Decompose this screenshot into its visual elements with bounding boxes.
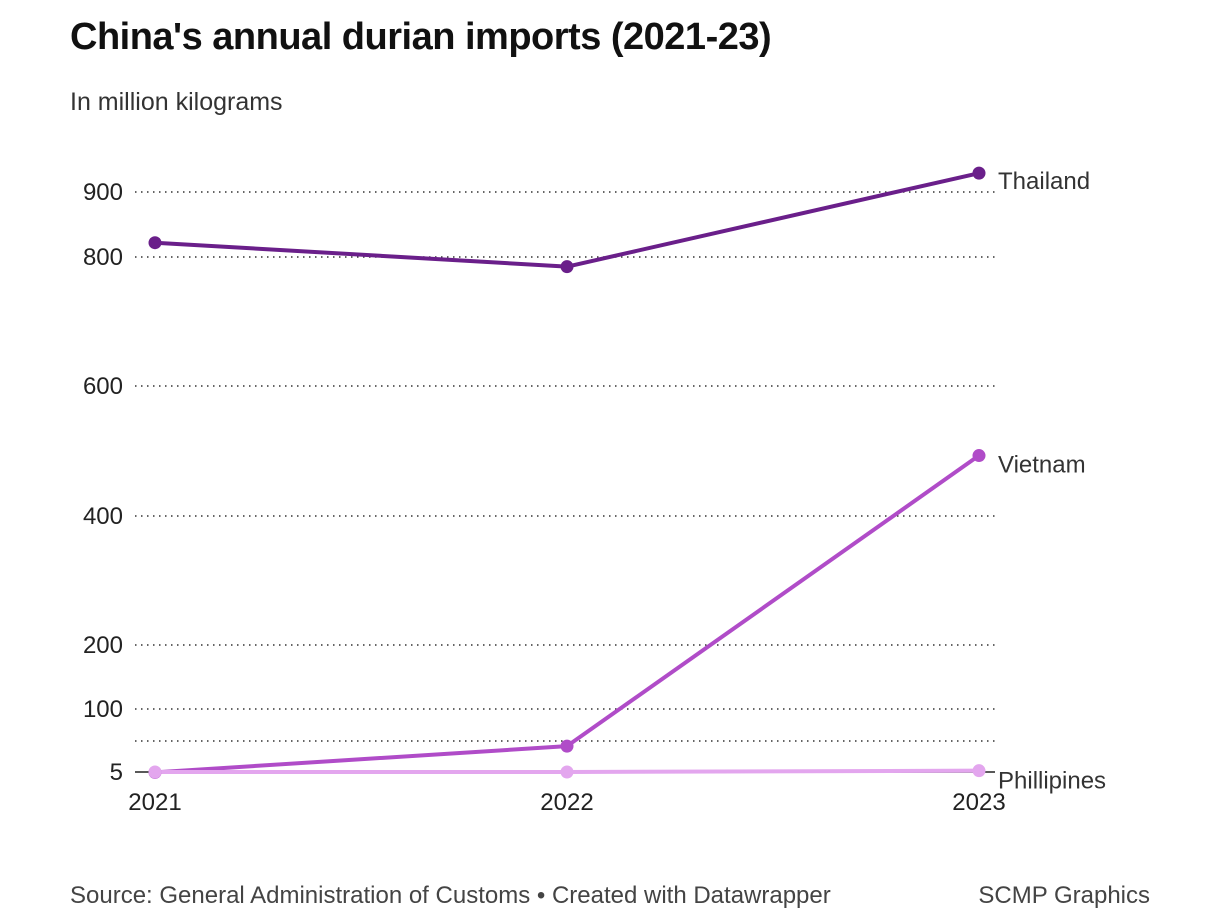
- point-phillipines-2021: [148, 765, 162, 779]
- point-thailand-2021: [148, 236, 162, 250]
- series-line-vietnam: [153, 453, 981, 775]
- x-axis-ticks: 2021 2022 2023: [128, 789, 1005, 816]
- series-label-thailand: Thailand: [998, 168, 1090, 195]
- point-vietnam-2023: [972, 449, 986, 463]
- y-tick-label: 600: [83, 373, 123, 400]
- series-label-vietnam: Vietnam: [998, 452, 1086, 479]
- point-thailand-2022: [560, 260, 574, 274]
- x-tick-label-2021: 2021: [128, 789, 181, 816]
- line-chart: 5 100 200 400 600 800 900 2021 2022 2023 Thailan…: [83, 166, 1106, 816]
- x-tick-label-2022: 2022: [540, 789, 593, 816]
- y-tick-label: 900: [83, 179, 123, 206]
- point-phillipines-2022: [560, 765, 574, 779]
- y-tick-label: 100: [83, 696, 123, 723]
- series-line-thailand: [153, 171, 981, 269]
- chart-subtitle: In million kilograms: [70, 88, 283, 116]
- x-tick-label-2023: 2023: [952, 789, 1005, 816]
- point-thailand-2023: [972, 166, 986, 180]
- chart-title: China's annual durian imports (2021-23): [70, 16, 772, 58]
- y-tick-label: 400: [83, 503, 123, 530]
- y-tick-label: 800: [83, 244, 123, 271]
- y-tick-label: 200: [83, 632, 123, 659]
- series-label-phillipines: Phillipines: [998, 768, 1106, 795]
- credit-note: SCMP Graphics: [978, 882, 1150, 909]
- series-labels: Thailand Vietnam Phillipines: [998, 168, 1106, 795]
- source-note: Source: General Administration of Custom…: [70, 882, 831, 909]
- point-phillipines-2023: [972, 764, 986, 778]
- y-tick-label: 5: [110, 759, 123, 786]
- y-axis-ticks: 5 100 200 400 600 800 900: [83, 179, 123, 786]
- gridlines: [135, 191, 995, 773]
- point-vietnam-2022: [560, 739, 574, 753]
- series-points: [148, 166, 986, 779]
